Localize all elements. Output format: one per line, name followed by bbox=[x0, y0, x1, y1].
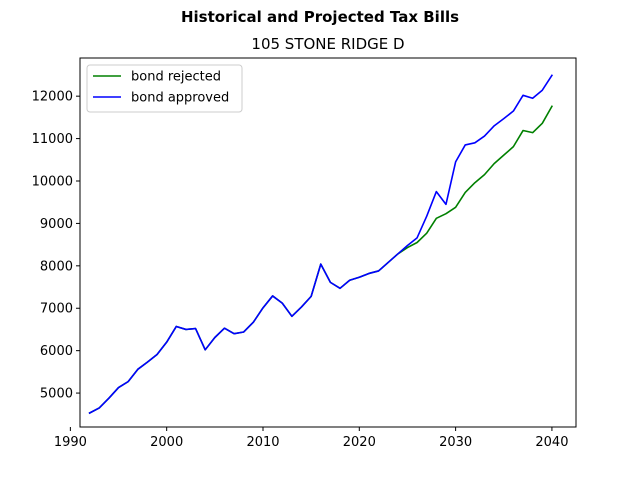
x-tick-label: 2010 bbox=[246, 435, 279, 450]
chart-subtitle: 105 STONE RIDGE D bbox=[251, 35, 404, 53]
series-lines bbox=[88, 74, 554, 415]
x-tick-label: 2030 bbox=[439, 435, 472, 450]
y-tick-label: 11000 bbox=[32, 132, 73, 147]
x-tick-label: 1990 bbox=[54, 435, 87, 450]
y-tick-label: 8000 bbox=[40, 259, 73, 274]
y-tick-label: 7000 bbox=[40, 302, 73, 317]
series-line-bond-approved bbox=[88, 74, 554, 415]
legend-box bbox=[86, 64, 243, 113]
legend-entry: bond rejected bbox=[131, 70, 221, 85]
y-tick-label: 5000 bbox=[40, 387, 73, 402]
legend: bond rejected bond approved bbox=[86, 64, 243, 113]
x-tick-label: 2040 bbox=[535, 435, 568, 450]
axes-ticks: 1990 2000 2010 2020 2030 2040 5000 6000 7000 8000… bbox=[32, 90, 569, 450]
legend-entry: bond approved bbox=[131, 91, 229, 106]
x-tick-label: 2020 bbox=[343, 435, 376, 450]
series-line-bond-rejected bbox=[88, 105, 554, 415]
x-tick-label: 2000 bbox=[150, 435, 183, 450]
y-tick-label: 6000 bbox=[40, 344, 73, 359]
y-tick-label: 9000 bbox=[40, 217, 73, 232]
y-tick-label: 12000 bbox=[32, 90, 73, 105]
y-tick-label: 10000 bbox=[32, 175, 73, 190]
chart-title: Historical and Projected Tax Bills bbox=[181, 8, 459, 26]
plot-frame bbox=[79, 57, 577, 428]
